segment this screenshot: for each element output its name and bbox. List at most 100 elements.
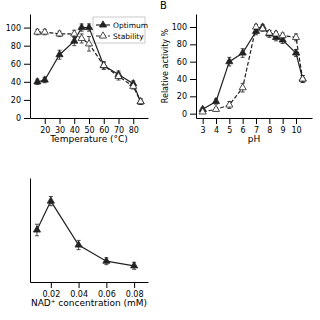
x-axis: 345678910 bbox=[197, 118, 313, 135]
plot-area bbox=[34, 23, 144, 104]
marker bbox=[41, 76, 48, 82]
y-tick-mark bbox=[24, 64, 30, 65]
x-tick: 0.06 bbox=[98, 282, 116, 299]
x-tick-mark bbox=[106, 282, 107, 288]
x-axis-line bbox=[197, 118, 313, 119]
marker bbox=[115, 72, 122, 78]
x-tick: 3 bbox=[201, 118, 206, 135]
marker bbox=[239, 49, 246, 55]
y-tick: 0 bbox=[16, 114, 30, 123]
marker bbox=[299, 75, 306, 81]
marker bbox=[279, 32, 286, 38]
marks bbox=[33, 196, 137, 269]
x-axis-title: NAD⁺ concentration (mM) bbox=[31, 298, 147, 308]
marker bbox=[131, 262, 138, 268]
x-axis: 0.020.040.060.08 bbox=[31, 282, 149, 299]
x-tick-mark bbox=[243, 118, 244, 124]
legend-item: Optimum bbox=[96, 21, 148, 30]
panel: 345678910020406080100pHRelative activity… bbox=[160, 0, 313, 144]
y-tick-mark bbox=[24, 82, 30, 83]
y-tick-label: 20 bbox=[11, 96, 21, 105]
y-axis-line bbox=[196, 15, 197, 119]
x-tick: 0.04 bbox=[70, 282, 88, 299]
y-tick-mark bbox=[24, 118, 30, 119]
y-tick-label: 100 bbox=[6, 24, 21, 33]
x-tick: 9 bbox=[281, 118, 286, 135]
y-tick-mark bbox=[24, 100, 30, 101]
y-tick: 20 bbox=[11, 96, 30, 105]
x-tick-mark bbox=[74, 118, 75, 124]
y-tick-label: 20 bbox=[177, 92, 187, 101]
marker bbox=[34, 78, 41, 84]
x-tick-mark bbox=[60, 118, 61, 124]
marks bbox=[34, 23, 144, 104]
x-tick-label: 6 bbox=[241, 126, 246, 135]
y-tick: 40 bbox=[11, 78, 30, 87]
x-tick-mark bbox=[79, 282, 80, 288]
y-tick-mark bbox=[190, 44, 196, 45]
marker bbox=[34, 28, 41, 34]
x-axis-title: pH bbox=[248, 134, 260, 144]
x-tick-mark bbox=[133, 118, 134, 124]
y-tick: 0 bbox=[182, 110, 196, 119]
marker bbox=[292, 33, 299, 39]
y-tick-label: 40 bbox=[177, 75, 187, 84]
x-tick: 50 bbox=[84, 118, 94, 135]
y-tick-mark bbox=[190, 79, 196, 80]
x-tick: 7 bbox=[254, 118, 259, 135]
marker bbox=[137, 98, 144, 104]
marker bbox=[78, 23, 85, 29]
marker bbox=[75, 241, 82, 247]
y-tick: 80 bbox=[11, 42, 30, 51]
plot-area bbox=[199, 23, 306, 114]
x-tick: 20 bbox=[40, 118, 50, 135]
marker bbox=[252, 23, 259, 29]
marker bbox=[56, 51, 63, 57]
series-line bbox=[37, 201, 134, 266]
marker bbox=[78, 34, 85, 40]
series-line bbox=[203, 27, 303, 109]
legend-item: Stability bbox=[96, 32, 144, 41]
y-tick: 100 bbox=[6, 24, 30, 33]
panel: 0.020.040.060.08NAD⁺ concentration (mM) bbox=[31, 179, 149, 309]
marker bbox=[100, 61, 107, 67]
y-tick-label: 80 bbox=[11, 42, 21, 51]
marker bbox=[85, 40, 92, 46]
y-tick-mark bbox=[24, 28, 30, 29]
x-tick-label: 4 bbox=[214, 126, 219, 135]
x-tick-mark bbox=[45, 118, 46, 124]
x-axis: 20304050607080 bbox=[31, 118, 149, 135]
x-tick-label: 20 bbox=[40, 126, 50, 135]
y-axis: 020406080100 bbox=[6, 15, 31, 124]
marker bbox=[137, 98, 144, 104]
marker bbox=[212, 97, 219, 103]
marker bbox=[71, 30, 78, 36]
x-tick-label: 8 bbox=[267, 126, 272, 135]
marker bbox=[56, 30, 63, 36]
y-tick-label: 80 bbox=[177, 40, 187, 49]
x-tick-mark bbox=[229, 118, 230, 124]
figure: 20304050607080020406080100Temperature (°… bbox=[0, 0, 320, 320]
legend-label: Stability bbox=[113, 32, 144, 41]
marker bbox=[226, 101, 233, 107]
y-axis-line bbox=[30, 15, 31, 119]
x-tick-mark bbox=[89, 118, 90, 124]
x-tick-mark bbox=[269, 118, 270, 124]
x-tick-label: 80 bbox=[129, 126, 139, 135]
x-tick: 6 bbox=[241, 118, 246, 135]
x-tick-mark bbox=[203, 118, 204, 124]
x-tick: 70 bbox=[114, 118, 124, 135]
marker bbox=[199, 108, 206, 114]
series-line bbox=[37, 28, 140, 102]
legend-marker bbox=[99, 32, 106, 38]
series-line bbox=[203, 27, 303, 112]
marker bbox=[272, 30, 279, 36]
marker bbox=[41, 28, 48, 34]
marker bbox=[130, 82, 137, 88]
marker bbox=[103, 257, 110, 263]
x-tick: 4 bbox=[214, 118, 219, 135]
x-tick: 30 bbox=[55, 118, 65, 135]
y-tick-mark bbox=[24, 46, 30, 47]
y-axis-title: Relative activity % bbox=[161, 28, 170, 103]
x-axis-title: Temperature (°C) bbox=[49, 134, 128, 144]
